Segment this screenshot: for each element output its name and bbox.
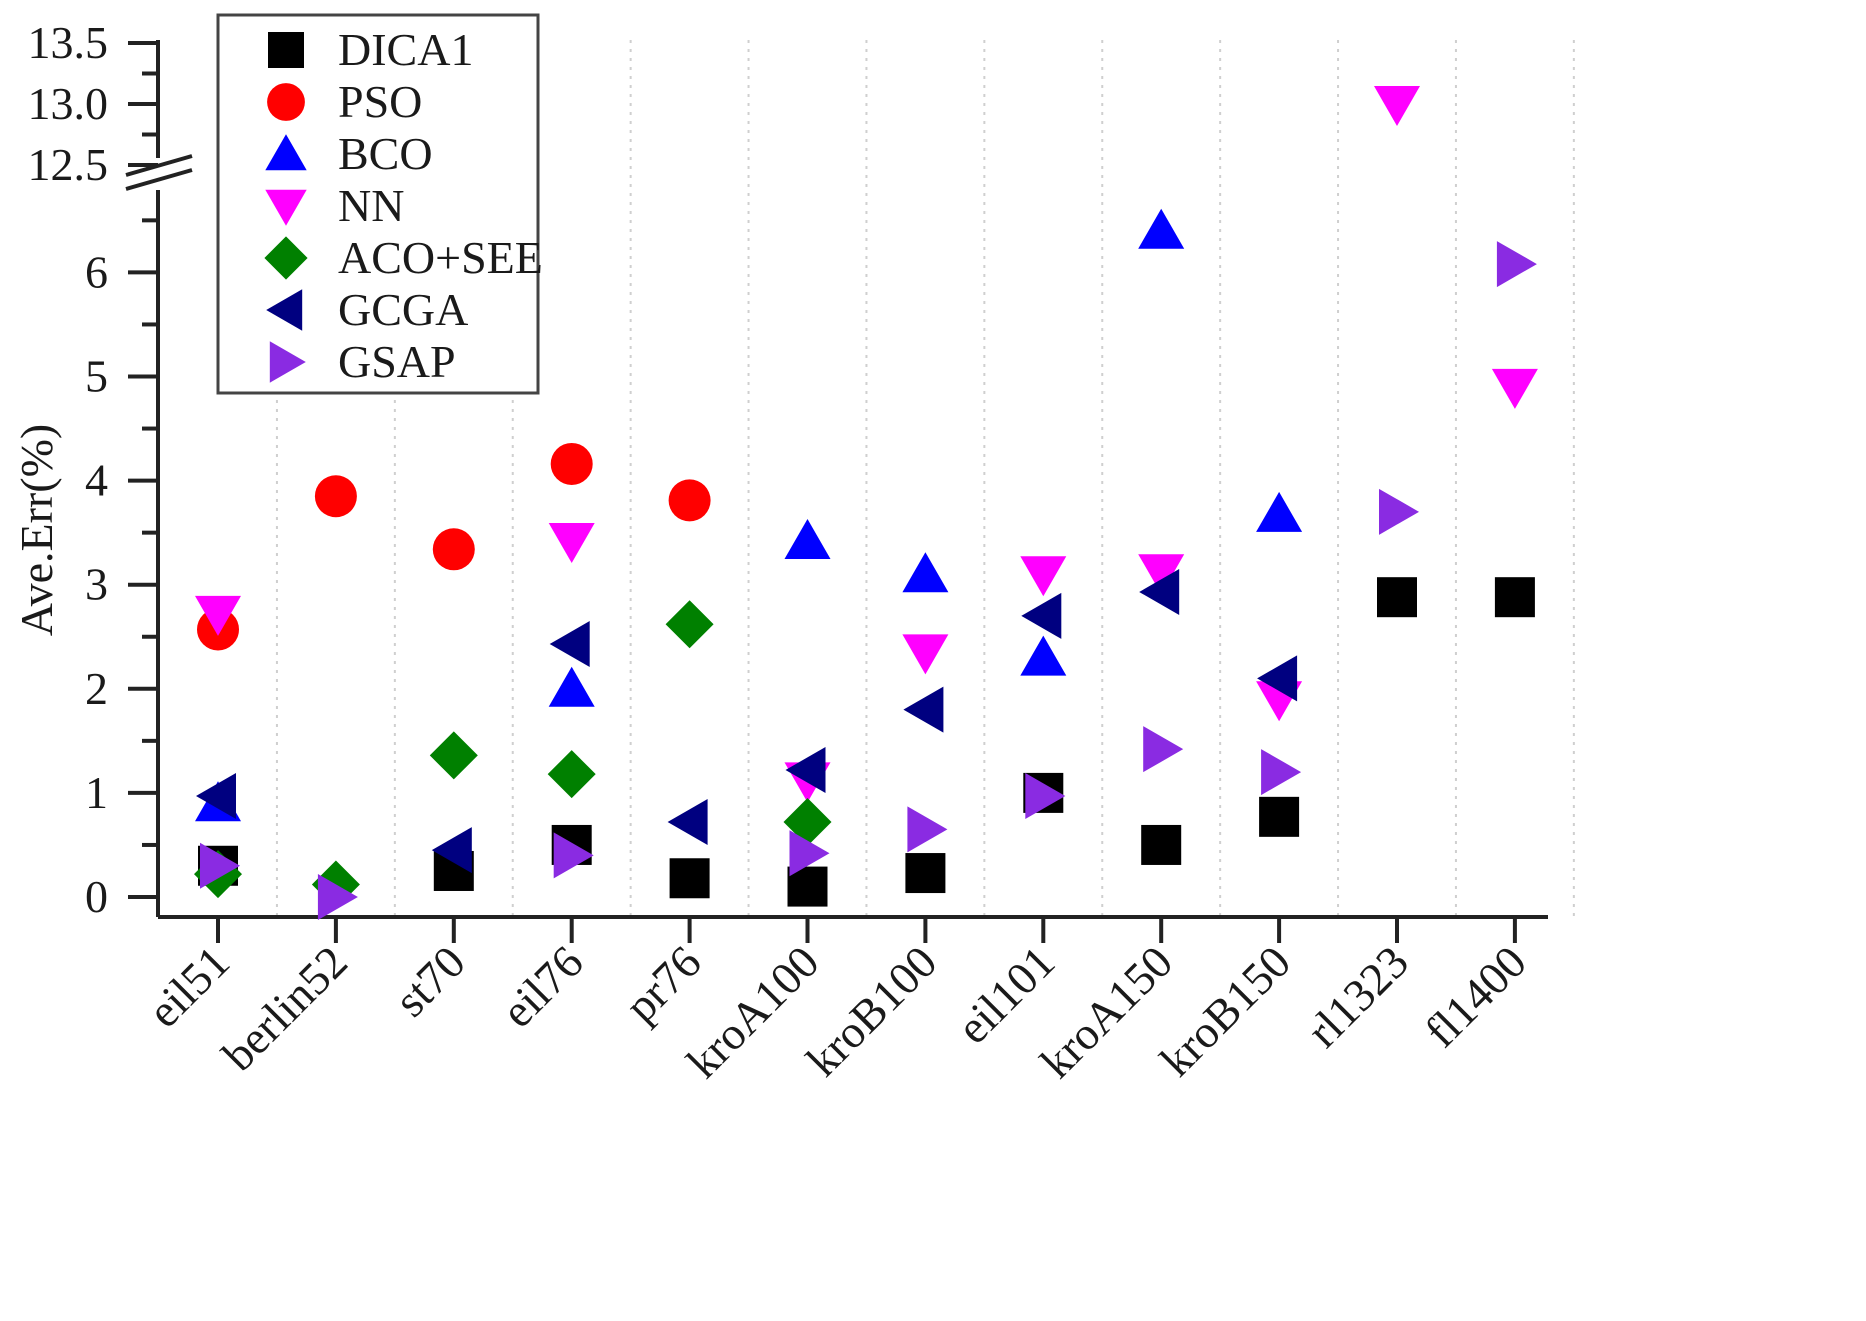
legend-label: BCO	[338, 128, 433, 179]
point-dica1	[1377, 577, 1417, 618]
point-nn	[1491, 368, 1538, 409]
legend-marker	[269, 341, 306, 383]
y-tick-label: 3	[85, 559, 108, 610]
y-tick-label: 13.5	[28, 17, 109, 68]
x-tick-label: eil76	[492, 936, 593, 1037]
legend-label: ACO+SEE	[338, 232, 543, 283]
x-tick-label: st70	[385, 936, 475, 1026]
y-tick-label: 6	[85, 246, 108, 297]
legend-marker	[265, 189, 307, 226]
legend-marker	[264, 236, 308, 280]
point-gcga	[1257, 655, 1298, 702]
point-gsap	[1379, 488, 1419, 535]
point-nn	[1374, 86, 1420, 126]
point-nn	[1020, 556, 1067, 597]
point-dica1	[1494, 577, 1535, 618]
point-aco-see	[665, 600, 714, 649]
x-tick-label: pr76	[615, 936, 711, 1032]
point-gcga	[196, 773, 236, 820]
point-nn	[548, 522, 595, 563]
point-gcga	[549, 621, 590, 668]
point-aco-see	[429, 731, 478, 780]
point-gsap	[553, 832, 594, 879]
point-gsap	[1496, 241, 1537, 288]
y-tick-label: 0	[85, 871, 108, 922]
point-gsap	[789, 830, 830, 877]
point-pso	[668, 479, 711, 522]
point-pso	[550, 442, 593, 485]
point-dica1	[905, 853, 946, 894]
legend-marker	[267, 83, 305, 121]
legend-marker	[265, 134, 307, 171]
y-tick-label: 1	[85, 767, 108, 818]
point-dica1	[1141, 824, 1182, 865]
point-gsap	[907, 806, 948, 853]
point-gsap	[1143, 726, 1184, 773]
x-tick-label: kroB100	[797, 936, 947, 1086]
legend-label: GCGA	[338, 284, 468, 335]
x-tick-label: kroA150	[1031, 936, 1183, 1088]
point-bco	[548, 666, 595, 707]
point-gsap	[1261, 749, 1302, 796]
y-tick-label: 5	[85, 351, 108, 402]
point-bco	[902, 552, 949, 593]
y-axis-title: Ave.Err(%)	[11, 424, 62, 636]
point-gcga	[785, 746, 826, 793]
legend-marker	[268, 32, 304, 68]
x-tick-label: berlin52	[213, 936, 357, 1080]
grid-layer	[275, 40, 1575, 917]
legend-box	[216, 13, 540, 395]
point-bco	[1256, 491, 1303, 532]
axis-break-mark	[125, 154, 193, 177]
point-bco	[1138, 208, 1185, 249]
point-dica1	[1259, 796, 1300, 837]
point-nn	[902, 634, 949, 675]
legend-label: NN	[338, 180, 404, 231]
point-pso	[314, 475, 357, 518]
legend-label: DICA1	[338, 24, 473, 75]
point-bco	[1020, 635, 1067, 676]
point-gsap	[317, 874, 358, 920]
y-tick-label: 2	[85, 663, 108, 714]
legend-label: GSAP	[338, 336, 456, 387]
legend-label: PSO	[338, 76, 422, 127]
point-gcga	[667, 799, 708, 846]
y-tick-label: 4	[85, 455, 108, 506]
marks-layer	[194, 86, 1538, 920]
point-nn	[195, 595, 241, 636]
legend-marker	[266, 289, 303, 331]
x-tick-label: rl1323	[1297, 936, 1418, 1057]
point-aco-see	[547, 750, 596, 799]
point-gsap	[200, 842, 240, 889]
x-tick-label: kroA100	[677, 936, 829, 1088]
point-pso	[432, 528, 475, 571]
point-bco	[784, 518, 831, 559]
x-tick-label: kroB150	[1150, 936, 1300, 1086]
point-gcga	[903, 686, 944, 733]
y-tick-label: 12.5	[28, 139, 109, 190]
y-tick-label: 13.0	[28, 78, 109, 129]
point-gcga	[431, 827, 472, 874]
point-gcga	[1139, 568, 1180, 615]
point-nn	[1138, 554, 1185, 595]
point-dica1	[669, 858, 710, 899]
x-tick-label: eil51	[138, 936, 239, 1037]
point-gcga	[1021, 592, 1062, 639]
x-tick-label: fl1400	[1415, 936, 1536, 1057]
axis-break-mark	[125, 168, 193, 191]
point-gsap	[1025, 773, 1066, 820]
